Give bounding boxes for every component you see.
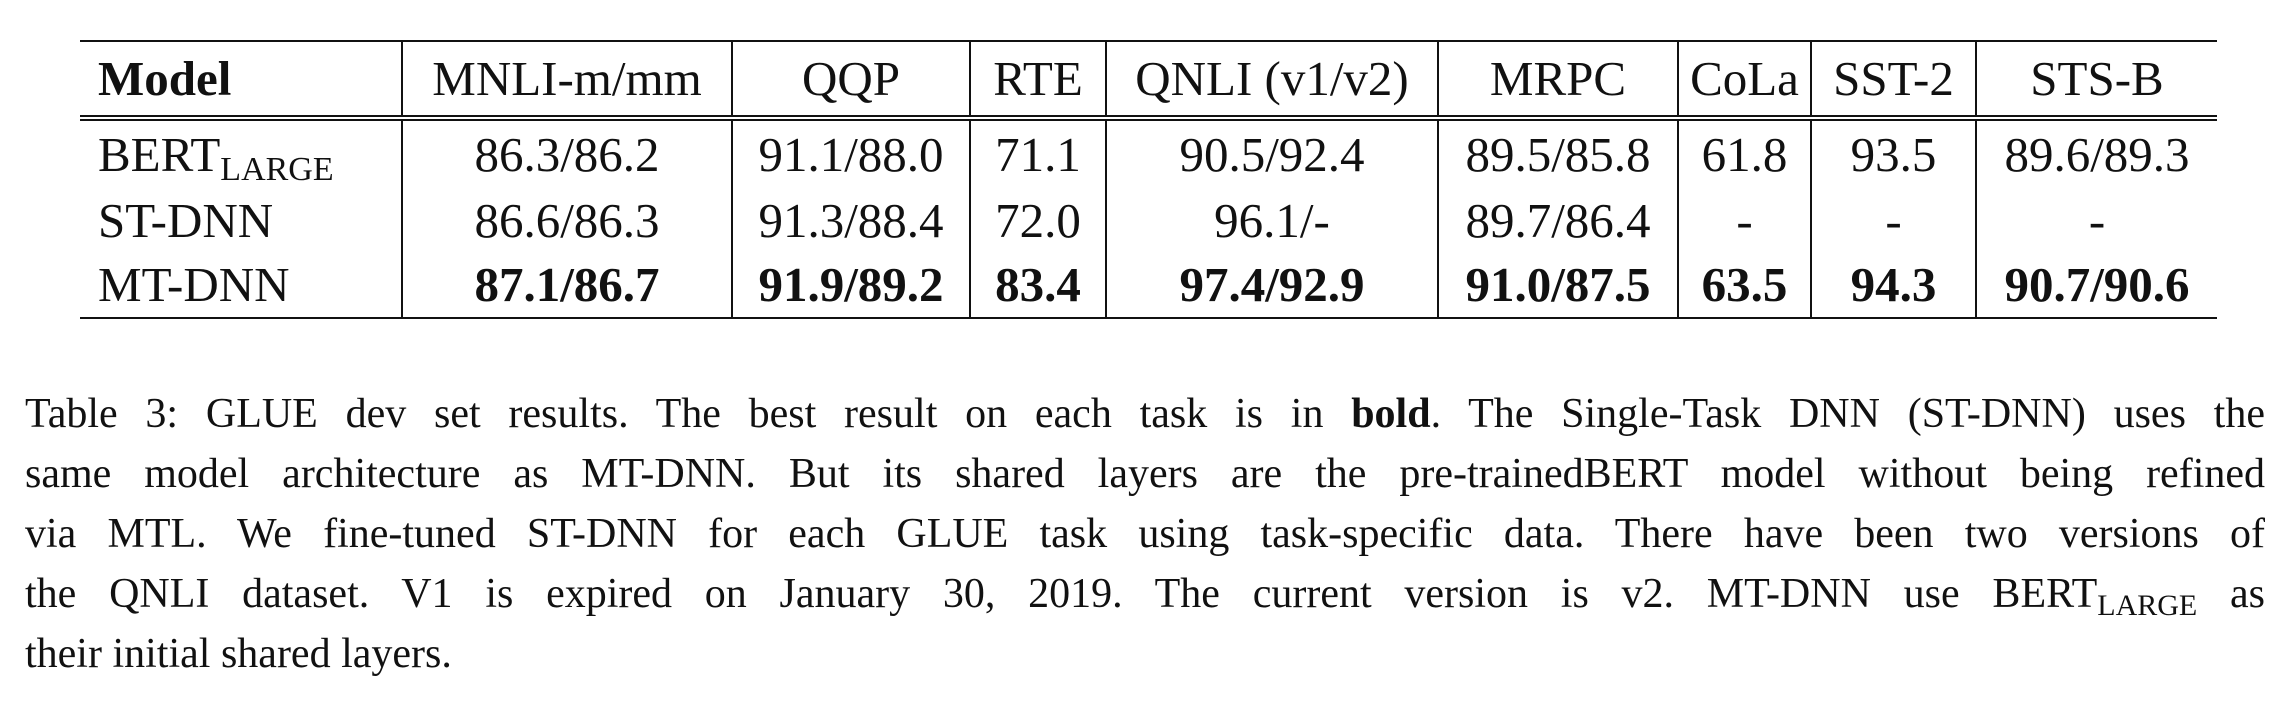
column-header-qnli: QNLI (v1/v2) [1105, 41, 1438, 121]
column-header-stsb: STS-B [1975, 41, 2217, 121]
row-model-name: ST-DNN [98, 192, 274, 248]
model-name-subscript: LARGE [220, 151, 334, 188]
table-cell-stsb: 89.6/89.3 [1975, 118, 2217, 188]
table-header: Model MNLI-m/mm QQP RTE QNLI (v1/v2) MRP… [80, 41, 2217, 121]
table-cell-qqp: 91.3/88.4 [731, 188, 970, 252]
table-row-st-dnn: ST-DNN 86.6/86.3 91.3/88.4 72.0 96.1/- 8… [80, 188, 2217, 252]
caption-text: . The Single-Task DNN (ST-DNN) uses the [1430, 391, 2265, 437]
model-name-text: BERT [98, 127, 221, 182]
column-header-qqp: QQP [731, 41, 970, 121]
table-cell-mnli: 87.1/86.7 [401, 252, 732, 318]
table-cell-cola: 63.5 [1677, 252, 1811, 318]
table-header-row: Model MNLI-m/mm QQP RTE QNLI (v1/v2) MRP… [80, 41, 2217, 121]
table-cell-sst2: - [1810, 188, 1976, 252]
table-cell-mnli: 86.6/86.3 [401, 188, 732, 252]
caption-line-4: the QNLI dataset. V1 is expired on Janua… [25, 564, 2265, 624]
table-cell-sst2: 94.3 [1810, 252, 1976, 318]
table-row-mt-dnn: MT-DNN 87.1/86.7 91.9/89.2 83.4 97.4/92.… [80, 252, 2217, 318]
row-model-name: BERTLARGE [80, 118, 402, 188]
column-header-sst2: SST-2 [1810, 41, 1976, 121]
table-cell-mrpc: 89.7/86.4 [1437, 188, 1678, 252]
table-cell-rte: 72.0 [969, 188, 1106, 252]
table-cell-mnli: 86.3/86.2 [401, 118, 732, 188]
row-model-name: MT-DNN [98, 257, 290, 312]
column-header-mrpc: MRPC [1437, 41, 1678, 121]
table-cell-mrpc: 91.0/87.5 [1437, 252, 1678, 318]
table-cell-stsb: 90.7/90.6 [1975, 252, 2217, 318]
caption-line-2: same model architecture as MT-DNN. But i… [25, 451, 2265, 497]
table-cell-qqp: 91.9/89.2 [731, 252, 970, 318]
table-cell-rte: 71.1 [969, 118, 1106, 188]
table-cell-qnli: 96.1/- [1105, 188, 1438, 252]
table-cell-rte: 83.4 [969, 252, 1106, 318]
caption-text: Table 3: GLUE dev set results. The best … [25, 391, 1352, 437]
column-header-mnli: MNLI-m/mm [401, 41, 732, 121]
column-header-cola: CoLa [1677, 41, 1811, 121]
table-cell-mrpc: 89.5/85.8 [1437, 118, 1678, 188]
table-cell-cola: - [1677, 188, 1811, 252]
caption-line-5: their initial shared layers. [25, 631, 452, 677]
caption-text: the QNLI dataset. V1 is expired on Janua… [25, 571, 2098, 617]
table-caption: Table 3: GLUE dev set results. The best … [25, 384, 2265, 684]
column-header-model: Model [80, 41, 402, 121]
caption-bold-word: bold [1351, 391, 1431, 437]
column-header-rte: RTE [969, 41, 1106, 121]
table-body: BERTLARGE 86.3/86.2 91.1/88.0 71.1 90.5/… [80, 118, 2217, 318]
table-cell-qqp: 91.1/88.0 [731, 118, 970, 188]
caption-subscript: LARGE [2097, 589, 2198, 622]
caption-line-1: Table 3: GLUE dev set results. The best … [25, 384, 2265, 444]
table-cell-cola: 61.8 [1677, 118, 1811, 188]
caption-text: as [2197, 571, 2265, 617]
results-table: Model MNLI-m/mm QQP RTE QNLI (v1/v2) MRP… [80, 40, 2217, 319]
table-cell-qnli: 97.4/92.9 [1105, 252, 1438, 318]
table-cell-qnli: 90.5/92.4 [1105, 118, 1438, 188]
caption-line-3: via MTL. We fine-tuned ST-DNN for each G… [25, 511, 2265, 557]
table-row-bert-large: BERTLARGE 86.3/86.2 91.1/88.0 71.1 90.5/… [80, 118, 2217, 188]
table-cell-sst2: 93.5 [1810, 118, 1976, 188]
table-cell-stsb: - [1975, 188, 2217, 252]
